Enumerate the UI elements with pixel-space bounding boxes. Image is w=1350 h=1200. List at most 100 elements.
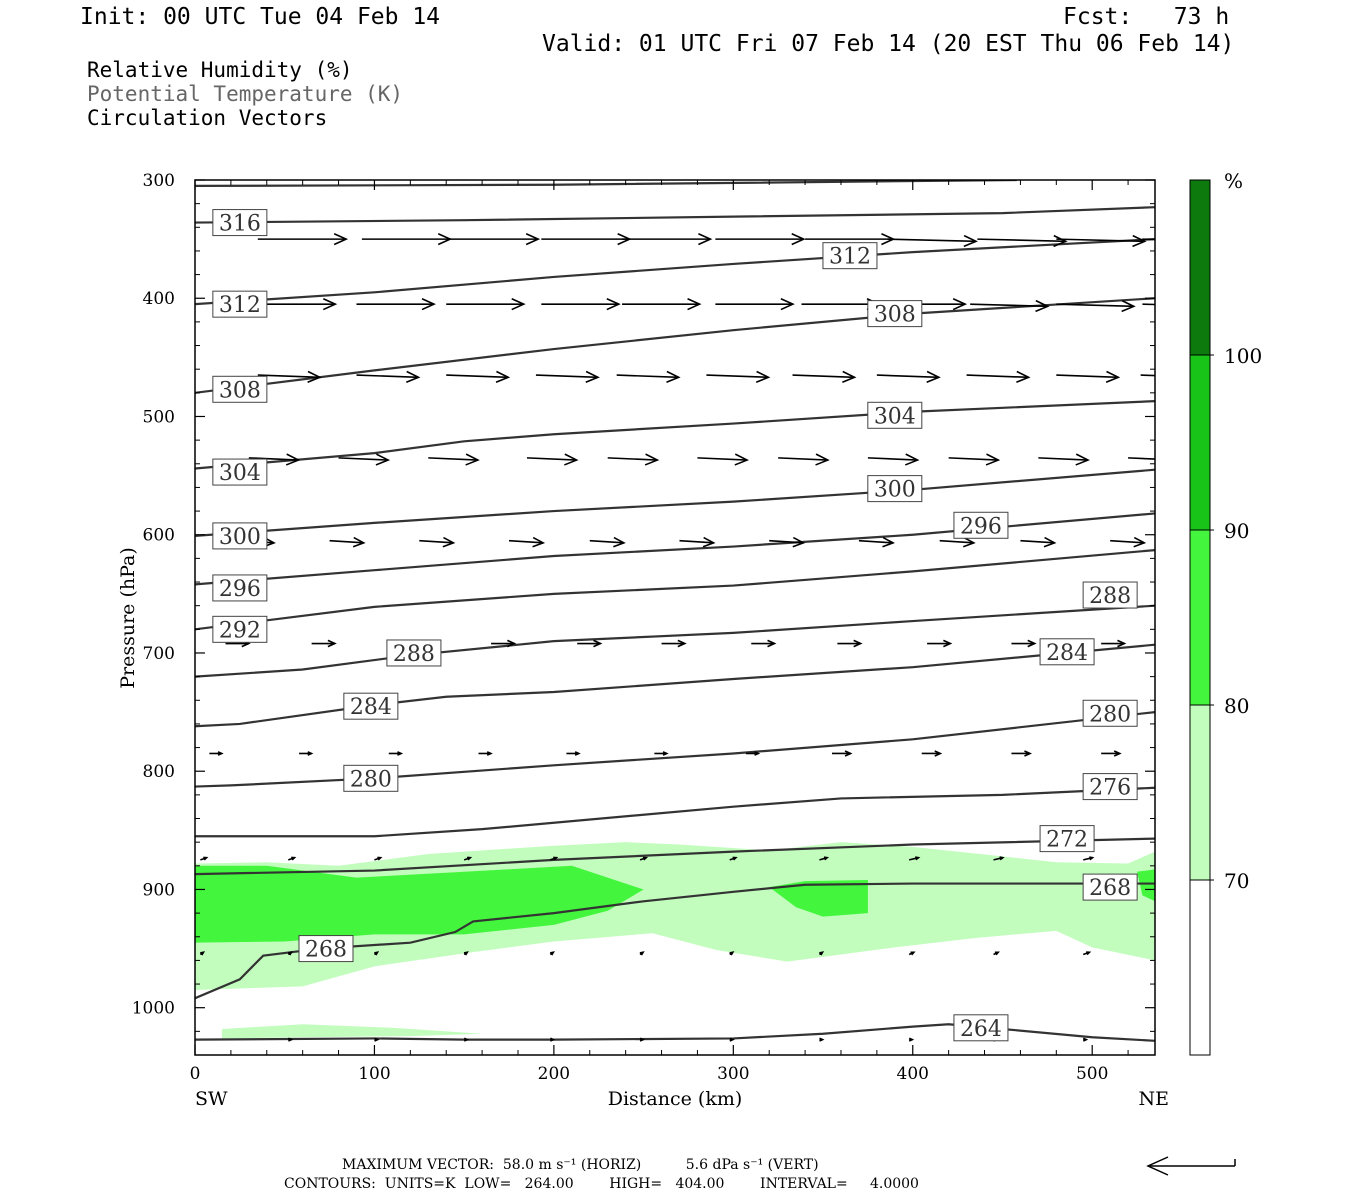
circulation-vector	[311, 639, 337, 648]
circulation-vector	[639, 1037, 646, 1042]
y-axis-title: Pressure (hPa)	[117, 547, 139, 689]
vector-shaft	[1020, 539, 1055, 544]
vector-head	[532, 536, 546, 548]
circulation-vector	[715, 232, 806, 246]
vector-shaft	[1056, 238, 1145, 243]
contour-label-box	[212, 458, 268, 486]
contour-label-text: 264	[960, 1017, 1002, 1042]
init-time: Init: 00 UTC Tue 04 Feb 14	[80, 4, 441, 30]
vector-head	[442, 536, 456, 548]
vector-head	[606, 298, 621, 311]
circulation-vector	[541, 232, 632, 246]
vector-head	[819, 951, 825, 956]
contour-label-text: 316	[219, 212, 261, 237]
circulation-vector	[299, 751, 314, 756]
vector-head	[1113, 750, 1122, 757]
contour-label-box	[1082, 581, 1138, 609]
theta-contour-268	[195, 882, 1155, 1000]
vector-head	[767, 639, 777, 648]
y-tick-label: 600	[143, 526, 175, 546]
contour-label-text: 300	[874, 478, 916, 503]
vector-head	[1165, 454, 1177, 465]
circulation-vector	[463, 951, 469, 956]
vector-shaft	[876, 374, 939, 379]
vector-head	[200, 951, 206, 956]
colorbar-level-label: 90	[1224, 519, 1249, 543]
circulation-vector	[419, 536, 456, 548]
colorbar-level-label: 100	[1224, 344, 1262, 368]
vector-head	[904, 453, 920, 466]
circulation-vector	[491, 639, 517, 648]
forecast-hour: Fcst: 73 h	[1063, 4, 1230, 30]
contour-label-268: 268	[1082, 873, 1138, 901]
circulation-vector	[1128, 454, 1177, 465]
contour-label-308: 308	[867, 300, 923, 328]
vector-shaft	[1056, 303, 1134, 308]
vector-head	[307, 751, 314, 756]
contour-label-text: 312	[219, 293, 261, 318]
vector-shaft	[446, 374, 509, 379]
vector-head	[732, 856, 738, 861]
circulation-vector	[751, 639, 777, 648]
vector-shaft	[535, 374, 598, 379]
colorbar-level-label: 80	[1224, 694, 1249, 718]
rh-region-80-90	[769, 880, 868, 917]
vector-head	[639, 951, 645, 956]
vector-head	[985, 453, 1001, 466]
circulation-vector	[622, 232, 713, 246]
contour-label-text: 304	[874, 404, 916, 429]
circulation-vector	[541, 298, 621, 311]
circulation-vector	[428, 453, 480, 466]
vector-shaft	[257, 374, 320, 379]
y-tick-label: 300	[143, 171, 175, 191]
reference-vector-arrow	[1146, 1156, 1236, 1176]
vector-head	[564, 453, 579, 466]
circulation-vector	[819, 856, 830, 861]
circulation-vector	[948, 453, 1001, 466]
circulation-vector	[715, 298, 795, 311]
vector-head	[926, 370, 941, 384]
vector-head	[288, 1037, 294, 1042]
circulation-vector	[257, 298, 338, 311]
vector-head	[463, 1037, 470, 1042]
vector-head	[377, 856, 383, 861]
vector-head	[507, 639, 517, 648]
contour-label-text: 296	[219, 577, 261, 602]
contour-label-text: 284	[1046, 641, 1088, 666]
circulation-vector	[589, 536, 626, 548]
vector-head	[574, 751, 581, 756]
vector-head	[1053, 234, 1068, 248]
vector-head	[915, 856, 921, 861]
x-axis-title: Distance (km)	[608, 1088, 743, 1110]
circulation-vector	[1038, 453, 1090, 466]
vector-head	[1132, 234, 1147, 248]
vector-head	[791, 232, 806, 246]
circulation-vector	[1056, 370, 1121, 384]
circulation-vector	[1140, 374, 1155, 377]
contour-label-text: 312	[829, 245, 871, 270]
contour-label-304: 304	[212, 458, 268, 486]
circulation-vectors	[199, 232, 1177, 1042]
contour-label-284: 284	[343, 692, 399, 720]
vector-head	[1082, 1037, 1089, 1042]
theta-contour-288	[195, 604, 1155, 678]
circulation-vector	[329, 536, 366, 548]
circulation-vector	[818, 951, 825, 956]
colorbar-frame	[1189, 179, 1211, 1056]
x-tick-label: 200	[538, 1064, 570, 1084]
circulation-vector	[1020, 536, 1057, 548]
circulation-vector	[356, 298, 436, 311]
contour-label-288: 288	[386, 639, 442, 667]
vector-head	[593, 639, 603, 648]
contour-label-box	[298, 935, 354, 963]
vector-shaft	[419, 539, 454, 544]
contour-label-text: 268	[1089, 876, 1131, 901]
contour-label-box	[212, 522, 268, 550]
vector-shaft	[616, 374, 679, 379]
vector-head	[322, 298, 338, 311]
contour-label-box	[1039, 638, 1095, 666]
contour-label-box	[867, 475, 923, 503]
contour-label-280: 280	[1082, 699, 1138, 727]
vector-head	[639, 1037, 646, 1042]
circulation-vector	[446, 370, 511, 384]
